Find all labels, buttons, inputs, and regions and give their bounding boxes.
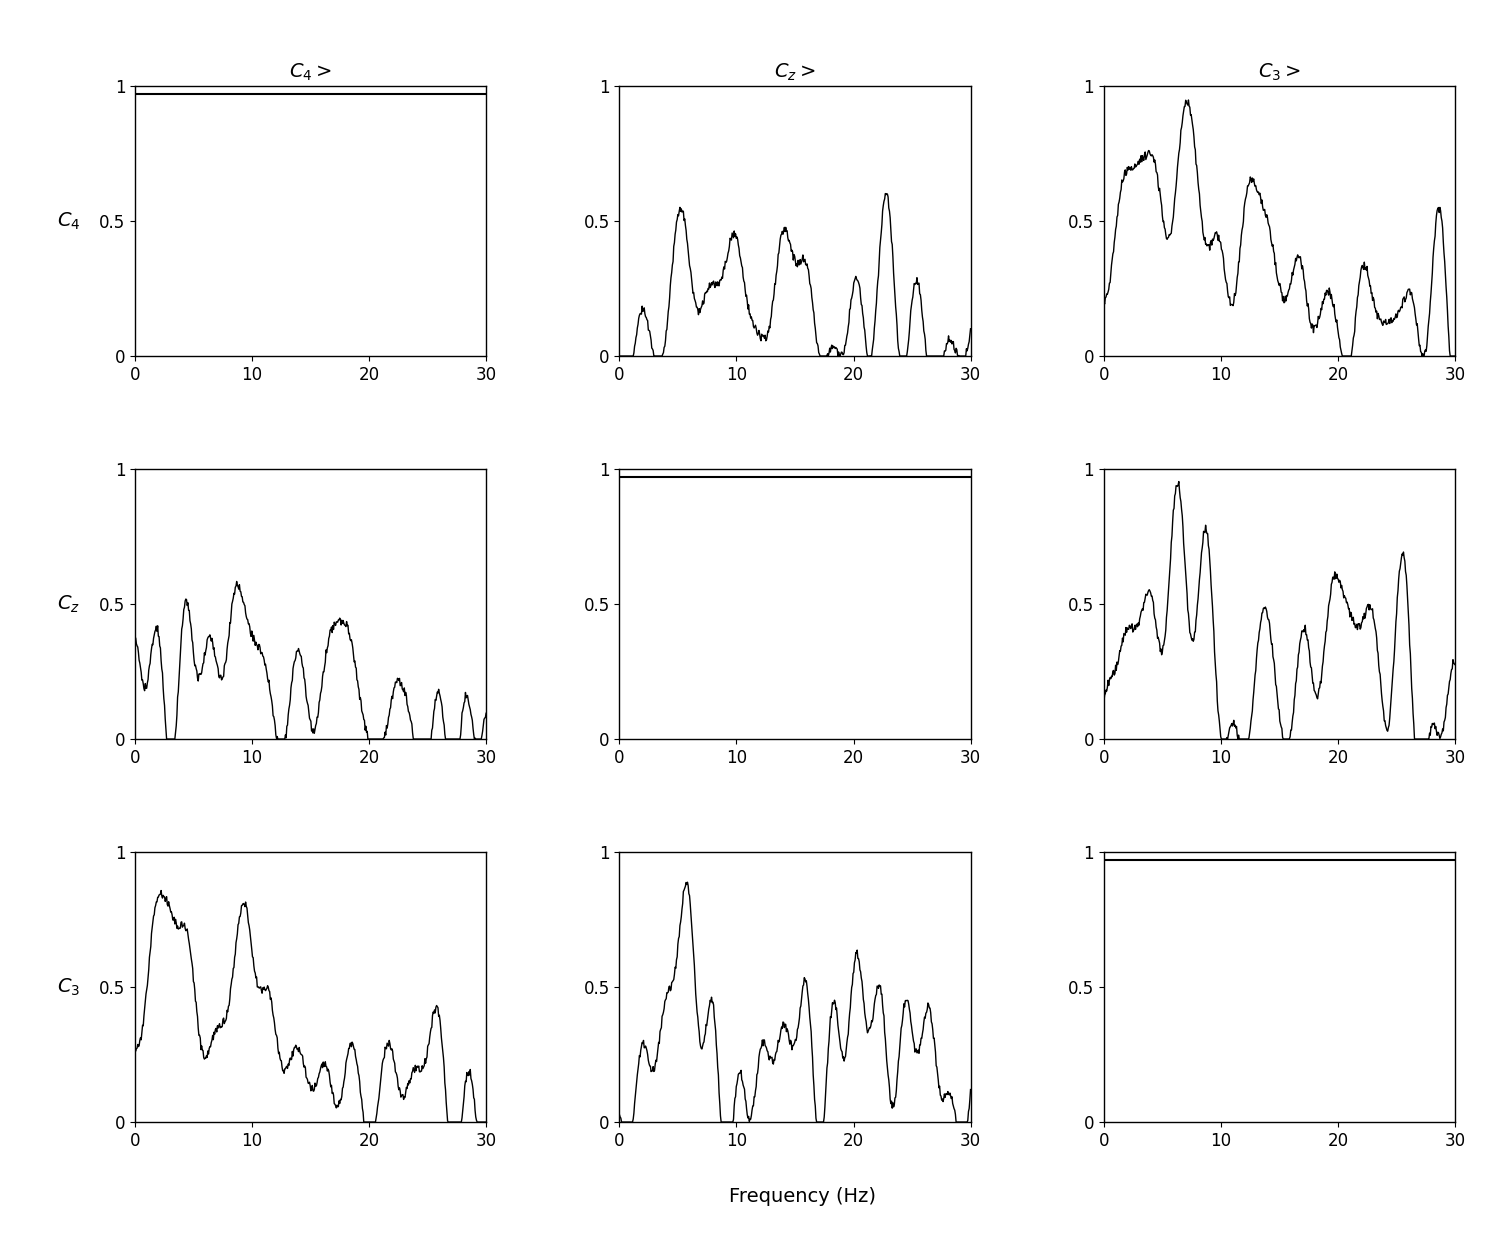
Text: Frequency (Hz): Frequency (Hz) — [729, 1187, 876, 1206]
Title: $C_4>$: $C_4>$ — [290, 62, 332, 84]
Y-axis label: $C_z$: $C_z$ — [57, 593, 80, 615]
Title: $C_3>$: $C_3>$ — [1258, 62, 1300, 84]
Title: $C_z>$: $C_z>$ — [774, 62, 816, 84]
Y-axis label: $C_4$: $C_4$ — [57, 211, 80, 232]
Y-axis label: $C_3$: $C_3$ — [57, 977, 80, 997]
